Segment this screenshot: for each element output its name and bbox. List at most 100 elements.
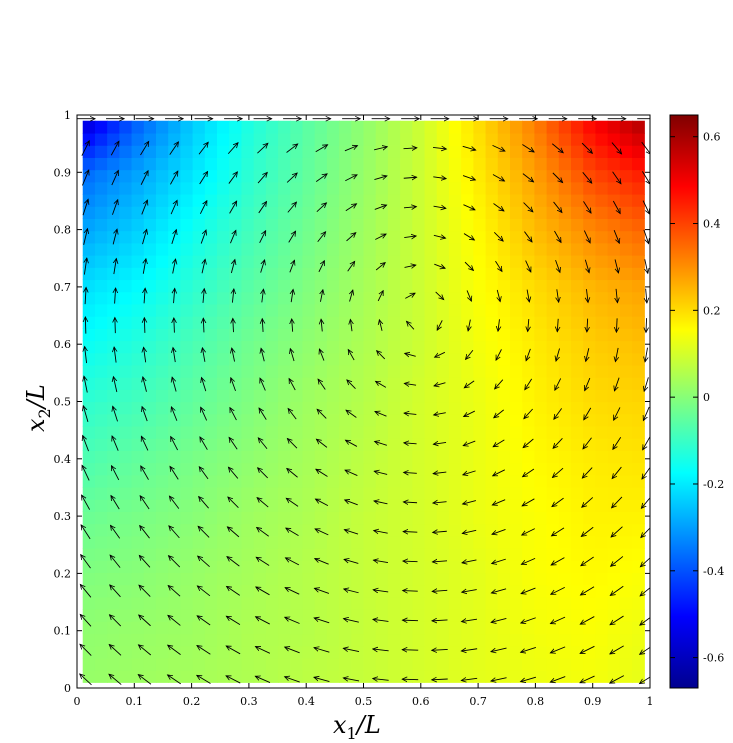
- heatmap-cell: [534, 230, 548, 244]
- heatmap-cell: [375, 425, 389, 439]
- heatmap-cell: [290, 535, 304, 549]
- heatmap-cell: [168, 609, 181, 622]
- velocity-arrow: [198, 556, 210, 567]
- heatmap-cell: [265, 401, 279, 415]
- heatmap-cell: [436, 633, 450, 647]
- heatmap-cell: [302, 120, 316, 134]
- heatmap-cell: [94, 328, 108, 342]
- heatmap-cell: [241, 291, 255, 305]
- heatmap-cell: [265, 633, 279, 647]
- heatmap-cell: [351, 645, 365, 659]
- heatmap-cell: [314, 596, 328, 610]
- heatmap-cell: [241, 230, 255, 244]
- heatmap-cell: [217, 193, 230, 207]
- velocity-arrow: [614, 377, 620, 391]
- heatmap-cell: [473, 316, 487, 329]
- heatmap-cell: [632, 157, 645, 171]
- heatmap-cell: [375, 657, 389, 671]
- heatmap-cell: [265, 267, 279, 281]
- heatmap-cell: [302, 474, 316, 488]
- heatmap-cell: [509, 157, 523, 171]
- heatmap-cell: [448, 670, 462, 683]
- heatmap-cell: [326, 523, 340, 537]
- heatmap-cell: [326, 547, 340, 561]
- heatmap-cell: [461, 511, 474, 525]
- heatmap-cell: [302, 633, 316, 647]
- heatmap-cell: [143, 267, 157, 281]
- velocity-arrow: [259, 231, 266, 244]
- heatmap-cell: [632, 584, 645, 598]
- velocity-arrow: [583, 437, 592, 449]
- heatmap-cell: [607, 572, 621, 586]
- heatmap-cell: [400, 633, 413, 647]
- heatmap-cell: [180, 267, 194, 281]
- heatmap-cell: [424, 145, 438, 158]
- heatmap-cell: [400, 413, 413, 427]
- heatmap-cell: [571, 218, 584, 232]
- velocity-arrow: [169, 142, 179, 155]
- heatmap-cell: [387, 486, 401, 500]
- heatmap-cell: [265, 462, 279, 476]
- heatmap-cell: [595, 511, 609, 525]
- heatmap-cell: [412, 621, 426, 635]
- heatmap-cell: [339, 596, 352, 610]
- heatmap-cell: [448, 377, 462, 390]
- heatmap-cell: [229, 352, 243, 366]
- colorbar-tick-label: -0.6: [703, 652, 724, 665]
- heatmap-cell: [485, 547, 499, 561]
- heatmap-cell: [351, 547, 365, 561]
- heatmap-cell: [241, 377, 255, 390]
- heatmap-cell: [119, 462, 133, 476]
- velocity-arrow: [114, 347, 116, 363]
- heatmap-cell: [485, 230, 499, 244]
- heatmap-cell: [387, 462, 401, 476]
- heatmap-cell: [204, 242, 218, 256]
- velocity-arrow: [492, 144, 505, 151]
- heatmap-cell: [229, 535, 243, 549]
- heatmap-cell: [278, 670, 291, 683]
- heatmap-cell: [82, 120, 96, 134]
- velocity-arrow: [229, 437, 238, 450]
- heatmap-cell: [632, 169, 645, 183]
- velocity-arrow: [143, 377, 147, 392]
- heatmap-cell: [632, 267, 645, 281]
- heatmap-field: [82, 120, 645, 683]
- heatmap-cell: [302, 340, 316, 354]
- heatmap-cell: [558, 193, 572, 207]
- heatmap-cell: [265, 352, 279, 366]
- heatmap-cell: [583, 596, 597, 610]
- heatmap-cell: [473, 328, 487, 342]
- heatmap-cell: [448, 218, 462, 232]
- heatmap-cell: [94, 572, 108, 586]
- heatmap-cell: [534, 389, 548, 403]
- heatmap-cell: [253, 572, 267, 586]
- heatmap-cell: [497, 364, 511, 378]
- heatmap-cell: [632, 425, 645, 439]
- heatmap-cell: [509, 193, 523, 207]
- heatmap-cell: [534, 328, 548, 342]
- heatmap-cell: [363, 389, 377, 403]
- heatmap-cell: [82, 181, 96, 195]
- heatmap-cell: [448, 145, 462, 158]
- velocity-arrow: [581, 556, 594, 566]
- heatmap-cell: [387, 157, 401, 171]
- heatmap-cell: [522, 425, 536, 439]
- heatmap-cell: [290, 364, 304, 378]
- heatmap-cell: [290, 633, 304, 647]
- heatmap-cell: [448, 450, 462, 464]
- heatmap-cell: [571, 316, 584, 329]
- heatmap-cell: [241, 499, 255, 512]
- heatmap-cell: [82, 413, 96, 427]
- heatmap-cell: [436, 157, 450, 171]
- velocity-arrow: [584, 407, 592, 420]
- heatmap-cell: [314, 169, 328, 183]
- heatmap-cell: [522, 279, 536, 293]
- velocity-arrow: [197, 586, 211, 597]
- heatmap-cell: [387, 596, 401, 610]
- heatmap-cell: [278, 425, 291, 439]
- heatmap-cell: [363, 584, 377, 598]
- heatmap-cell: [632, 328, 645, 342]
- heatmap-cell: [534, 645, 548, 659]
- heatmap-cell: [375, 132, 389, 146]
- heatmap-cell: [278, 242, 291, 256]
